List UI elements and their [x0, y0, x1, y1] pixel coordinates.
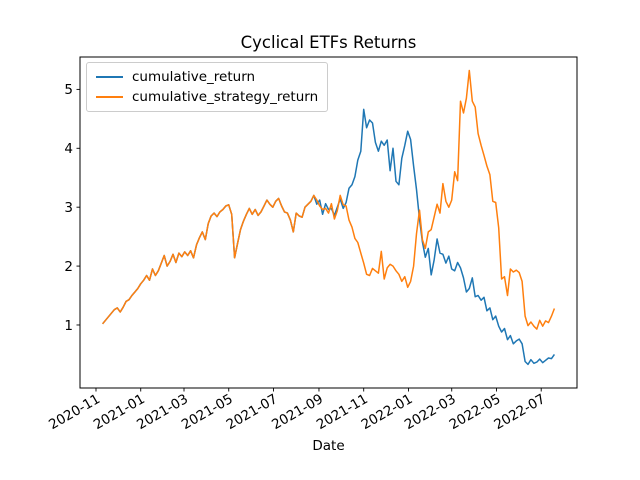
y-tick-label: 1 — [64, 318, 73, 334]
legend-label-cumulative-return: cumulative_return — [132, 69, 256, 85]
y-tick-label: 3 — [64, 200, 73, 216]
legend-line-sample-orange — [96, 96, 123, 98]
legend-item-cumulative-return: cumulative_return — [96, 67, 318, 87]
x-tick-label: 2022-07 — [491, 391, 548, 433]
axes-frame — [79, 56, 578, 389]
legend-line-sample-blue — [96, 76, 123, 78]
legend: cumulative_return cumulative_strategy_re… — [86, 62, 329, 112]
legend-item-cumulative-strategy-return: cumulative_strategy_return — [96, 87, 318, 107]
series-line-cumulative_return — [102, 108, 556, 366]
x-tick-label: 2021-07 — [224, 391, 281, 433]
y-tick-label: 4 — [64, 141, 73, 157]
y-tick-label: 2 — [64, 259, 73, 275]
x-axis-label: Date — [312, 438, 345, 454]
legend-label-cumulative-strategy-return: cumulative_strategy_return — [132, 89, 319, 105]
y-tick-label: 5 — [64, 82, 73, 98]
chart-title: Cyclical ETFs Returns — [240, 33, 417, 52]
series-line-cumulative_strategy_return — [102, 69, 556, 330]
